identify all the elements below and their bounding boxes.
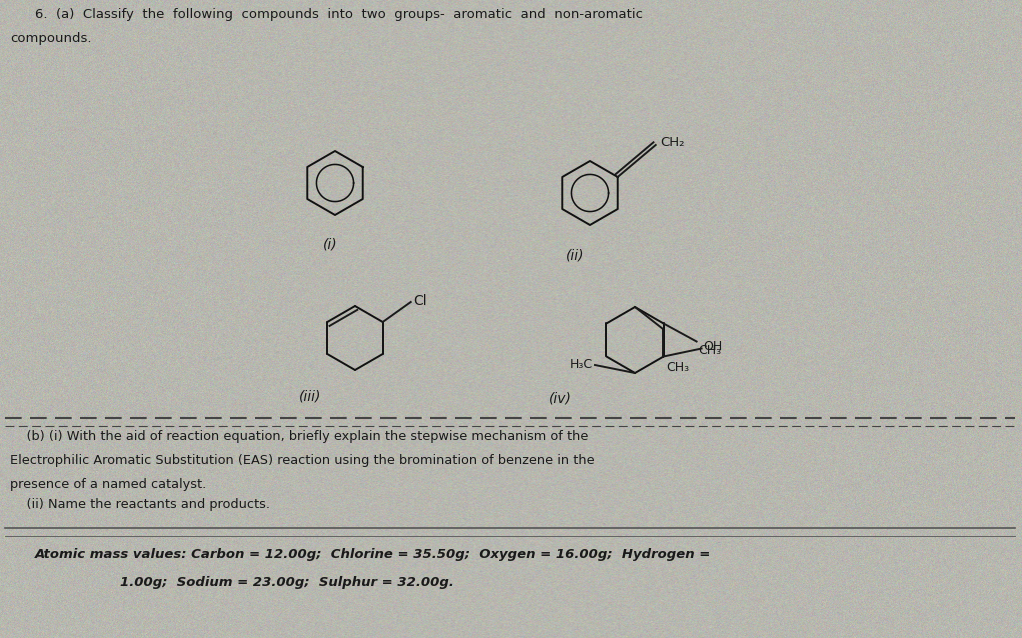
Text: Electrophilic Aromatic Substitution (EAS) reaction using the bromination of benz: Electrophilic Aromatic Substitution (EAS… xyxy=(10,454,595,467)
Text: 1.00g;  Sodium = 23.00g;  Sulphur = 32.00g.: 1.00g; Sodium = 23.00g; Sulphur = 32.00g… xyxy=(120,576,454,589)
Text: (b) (i) With the aid of reaction equation, briefly explain the stepwise mechanis: (b) (i) With the aid of reaction equatio… xyxy=(10,430,589,443)
Text: (ii): (ii) xyxy=(566,249,585,263)
Text: OH: OH xyxy=(703,340,723,353)
Text: (iii): (iii) xyxy=(298,390,321,404)
Text: (iv): (iv) xyxy=(549,392,571,406)
Text: presence of a named catalyst.: presence of a named catalyst. xyxy=(10,478,206,491)
Text: H₃C: H₃C xyxy=(570,357,593,371)
Text: Atomic mass values: Carbon = 12.00g;  Chlorine = 35.50g;  Oxygen = 16.00g;  Hydr: Atomic mass values: Carbon = 12.00g; Chl… xyxy=(35,548,711,561)
Text: (i): (i) xyxy=(323,238,337,252)
Text: CH₂: CH₂ xyxy=(660,137,685,149)
Text: CH₃: CH₃ xyxy=(666,361,689,374)
Text: Cl: Cl xyxy=(414,294,427,308)
Text: compounds.: compounds. xyxy=(10,32,92,45)
Text: 6.  (a)  Classify  the  following  compounds  into  two  groups-  aromatic  and : 6. (a) Classify the following compounds … xyxy=(35,8,643,21)
Text: CH₃: CH₃ xyxy=(699,343,722,357)
Text: (ii) Name the reactants and products.: (ii) Name the reactants and products. xyxy=(10,498,270,511)
